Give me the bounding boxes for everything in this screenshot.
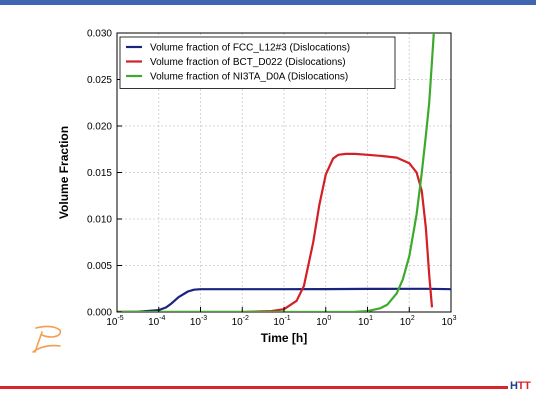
x-tick-label: 100 — [316, 315, 331, 328]
x-tick-label: 10-2 — [232, 315, 249, 328]
y-tick-label: 0.025 — [87, 75, 112, 86]
x-tick-label: 102 — [400, 315, 415, 328]
legend-label-3: Volume fraction of NI3TA_D0A (Dislocatio… — [150, 72, 348, 83]
series-line-2 — [117, 152, 434, 312]
y-tick-label: 0.015 — [87, 168, 112, 179]
thermo-calc-logo-icon — [32, 325, 62, 353]
y-tick-label: 0.005 — [87, 261, 112, 272]
x-tick-label: 10-3 — [190, 315, 207, 328]
y-axis-title: Volume Fraction — [57, 126, 71, 219]
hit-logo-prefix: H — [510, 380, 518, 392]
x-tick-label: 10-1 — [273, 315, 290, 328]
x-tick-label: 10-4 — [148, 315, 165, 328]
grid-layer — [117, 33, 451, 312]
legend-label-1: Volume fraction of FCC_L12#3 (Dislocatio… — [150, 43, 350, 54]
y-tick-label: 0.000 — [87, 308, 112, 319]
x-tick-label: 103 — [441, 315, 456, 328]
series-line-1 — [117, 287, 451, 312]
volume-fraction-chart: 10-5 10-4 10-3 10-2 10-1 100 101 102 103 0.000 0.0… — [57, 29, 457, 346]
y-tick-label: 0.020 — [87, 122, 112, 133]
series-layer — [117, 33, 451, 312]
legend: Volume fraction of FCC_L12#3 (Dislocatio… — [119, 36, 396, 89]
ticks-layer: 10-5 10-4 10-3 10-2 10-1 100 101 102 103 0.000 0.0… — [87, 29, 457, 329]
footer-rule — [0, 386, 508, 389]
x-axis-title: Time [h] — [261, 331, 307, 345]
legend-box — [119, 36, 396, 89]
x-tick-label: 10-5 — [106, 315, 123, 328]
hit-logo-suffix: TT — [517, 380, 531, 392]
x-tick-label: 101 — [358, 315, 373, 328]
series-line-3 — [117, 33, 435, 312]
y-tick-label: 0.030 — [87, 29, 112, 40]
header-accent-bar — [0, 0, 536, 5]
hit-logo: HTT — [510, 380, 531, 392]
y-tick-label: 0.010 — [87, 215, 112, 226]
legend-label-2: Volume fraction of BCT_D022 (Dislocation… — [150, 57, 346, 68]
